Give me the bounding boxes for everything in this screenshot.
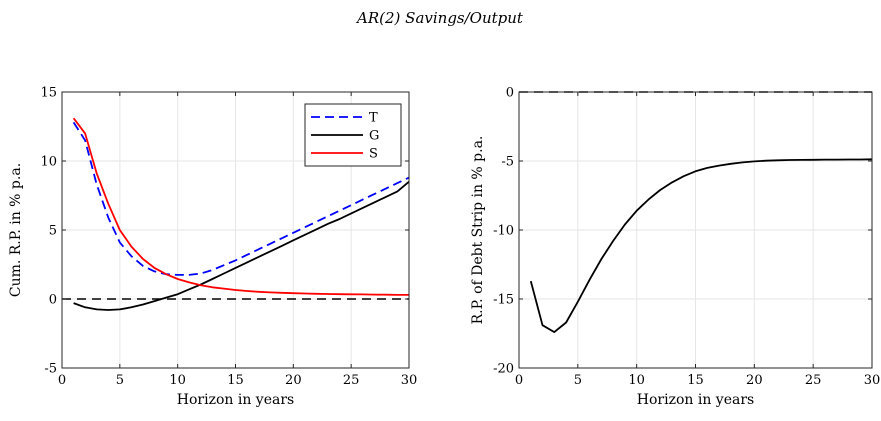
x-tick-label: 15 [227,373,244,388]
legend: TGS [304,103,402,167]
y-tick-label: 15 [40,86,57,101]
x-tick-label: 5 [574,373,582,388]
x-tick-label: 5 [116,373,124,388]
series-line-g [73,181,410,311]
series-line-0 [529,158,873,334]
y-tick-label: -20 [493,362,514,377]
figure-title: AR(2) Savings/Output [355,9,524,27]
y-tick-label: 5 [49,224,57,239]
x-tick-label: 30 [864,373,881,388]
x-tick-label: 0 [58,373,66,388]
y-tick-label: 10 [40,155,57,170]
x-axis-label: Horizon in years [637,392,754,408]
right-chart-panel: 0 5 10 15 20 25 30 -20 -15 -10 -5 0 Horizon in years… [470,86,880,409]
y-tick-label: -15 [493,293,514,308]
series-line-t [72,121,410,276]
x-tick-label: 15 [687,373,704,388]
legend-label: T [369,111,378,126]
x-tick-label: 25 [343,373,360,388]
y-axis-label: Cum. R.P. in % p.a. [8,163,24,297]
x-tick-label: 20 [285,373,302,388]
x-tick-label: 25 [805,373,822,388]
y-tick-label: -5 [501,155,514,170]
legend-label: S [369,147,378,162]
y-tick-label: 0 [506,86,514,101]
y-tick-label: 0 [49,293,57,308]
x-tick-label: 10 [628,373,645,388]
legend-label: G [369,129,379,144]
x-tick-label: 30 [401,373,418,388]
y-axis-label: R.P. of Debt Strip in % p.a. [470,136,486,325]
series-line-s [72,117,409,296]
x-tick-label: 20 [746,373,763,388]
x-tick-label: 10 [169,373,186,388]
x-axis-label: Horizon in years [177,392,294,408]
x-tick-label: 0 [515,373,523,388]
y-tick-label: -10 [493,224,514,239]
y-tick-label: -5 [44,362,57,377]
